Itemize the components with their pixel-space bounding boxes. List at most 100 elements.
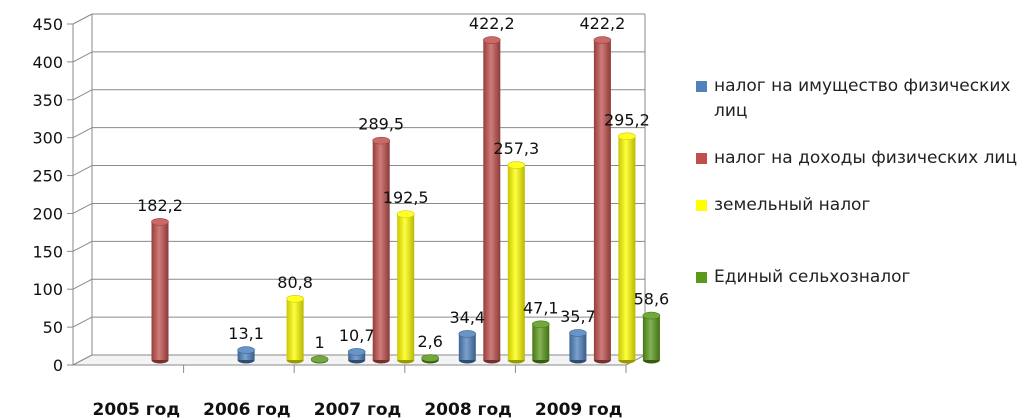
bar-top (458, 330, 477, 338)
bars (151, 36, 661, 364)
bar (396, 210, 415, 364)
y-tick-label: 300 (32, 129, 63, 148)
gridline-side (72, 203, 93, 214)
bar (458, 330, 477, 364)
x-category-label: 2009 год (535, 400, 623, 419)
legend-item-income-tax: налог на доходы физических лиц (696, 146, 1026, 171)
x-category-label: 2007 год (314, 400, 402, 419)
gridline-side (72, 51, 93, 63)
data-label: 34,4 (449, 308, 485, 327)
bar-top (569, 329, 587, 337)
data-label: 422,2 (579, 14, 625, 33)
y-tick-label: 250 (32, 167, 63, 186)
bar (372, 136, 391, 364)
y-tick-label: 150 (32, 242, 63, 261)
y-tick-label: 50 (43, 318, 63, 337)
gridline-side (72, 127, 93, 139)
data-label: 35,7 (560, 307, 596, 326)
gridline-side (72, 278, 93, 290)
legend-label: земельный налог (714, 195, 871, 215)
legend-swatch (696, 153, 707, 164)
legend-swatch (696, 272, 707, 283)
bar (286, 294, 304, 364)
bar-top (482, 36, 501, 44)
legend-item-property-tax: налог на имущество физических лиц (696, 74, 1026, 124)
grid-lines (72, 13, 646, 366)
bar-top (237, 346, 255, 354)
bar-top (593, 36, 612, 44)
bar (421, 354, 440, 364)
bar (531, 320, 550, 364)
bar-top (347, 348, 366, 356)
x-category-label: 2008 год (424, 400, 512, 419)
y-tick-label: 450 (32, 15, 63, 34)
bar-top (310, 355, 329, 364)
bar-top (618, 132, 636, 141)
legend-label: налог на доходы физических лиц (714, 148, 1018, 168)
bar (569, 329, 587, 364)
bar (593, 36, 612, 364)
y-tick-label: 0 (53, 356, 63, 375)
bar-body (642, 315, 660, 360)
legend-item-agri-tax: Единый сельхозналог (696, 265, 1026, 290)
data-label: 295,2 (604, 110, 650, 129)
legend-label: налог на имущество физических лиц (714, 76, 1011, 121)
bar (642, 311, 661, 364)
gridline-side (72, 240, 93, 252)
data-label: 10,7 (339, 326, 375, 345)
data-label: 422,2 (469, 14, 515, 33)
bar-body (483, 40, 501, 360)
x-category-label: 2006 год (203, 400, 291, 419)
data-label: 1 (315, 333, 325, 352)
bar (347, 348, 366, 364)
bar (237, 346, 255, 364)
x-category-label: 2005 год (93, 400, 181, 419)
data-label: 2,6 (417, 332, 442, 351)
bar-top (421, 354, 440, 362)
data-labels: 13,1 10,7 34,4 35,7 182,2 289,5 422,2 422,2 80,8… (137, 14, 669, 352)
bar-body (618, 136, 636, 360)
bar-body (372, 140, 390, 360)
bar-top (396, 210, 415, 218)
bar (482, 36, 501, 364)
bar (310, 355, 329, 364)
legend-swatch (696, 200, 707, 211)
gridline-side (72, 316, 93, 328)
bar (618, 132, 636, 364)
data-label: 192,5 (383, 188, 429, 207)
gridline-side (72, 89, 93, 101)
gridline-side (72, 165, 93, 176)
bar-body (237, 350, 255, 360)
y-tick-label: 350 (32, 91, 63, 110)
data-label: 80,8 (277, 273, 313, 292)
y-tick-label: 400 (32, 53, 63, 72)
bar-top (507, 161, 526, 169)
data-label: 13,1 (228, 324, 264, 343)
bar-body (569, 332, 587, 360)
bar-body (397, 214, 415, 360)
bar-top (531, 320, 550, 329)
bar-top (151, 218, 169, 226)
bar-body (286, 298, 304, 360)
bar (507, 161, 526, 364)
bar-body (458, 333, 476, 360)
bar-top (286, 294, 304, 303)
y-tick-label: 100 (32, 280, 63, 299)
bar-body (348, 351, 366, 360)
y-tick-label: 200 (32, 204, 63, 223)
legend-label: Единый сельхозналог (714, 267, 911, 287)
data-label: 182,2 (137, 196, 183, 215)
bar-body (507, 165, 525, 360)
data-label: 47,1 (523, 298, 559, 317)
bar-body (593, 40, 611, 360)
chart-legend: налог на имущество физических лиц налог … (696, 74, 1026, 290)
bar-body (532, 324, 550, 360)
bar (151, 218, 169, 364)
legend-swatch (696, 81, 707, 92)
bar-body (151, 221, 169, 360)
legend-item-land-tax: земельный налог (696, 193, 1026, 218)
axes: 0 50 100 150 200 250 300 350 400 450 2005 год 2006 … (32, 15, 646, 419)
bar-top (642, 311, 661, 320)
data-label: 58,6 (634, 290, 670, 309)
